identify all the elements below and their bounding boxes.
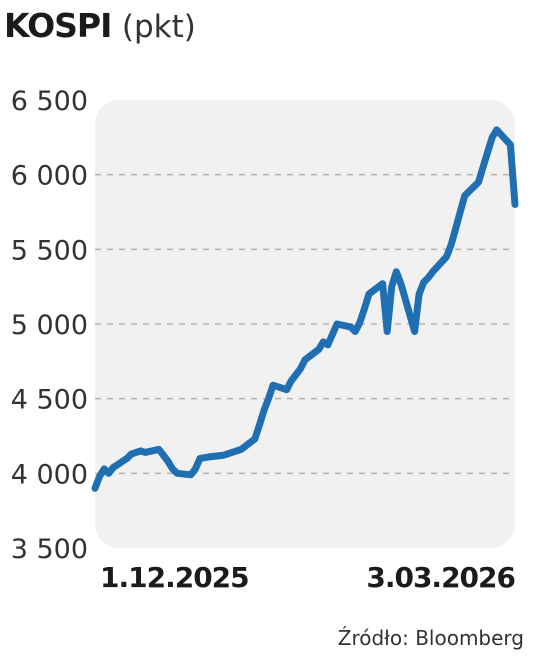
- x-axis-labels: 1.12.2025 3.03.2026: [100, 561, 516, 594]
- y-tick-label: 6 500: [11, 86, 88, 117]
- y-tick-label: 4 000: [11, 459, 88, 490]
- series-group: [91, 126, 519, 492]
- chart-title: KOSPI (pkt): [4, 6, 196, 45]
- x-tick-label: 3.03.2026: [366, 561, 515, 594]
- y-tick-label: 3 500: [11, 534, 88, 565]
- y-tick-label: 5 000: [11, 310, 88, 341]
- x-tick-label: 1.12.2025: [100, 561, 249, 594]
- y-tick-label: 4 500: [11, 385, 88, 416]
- grid-lines: [95, 173, 515, 475]
- y-axis-labels: 3 500 4 000 4 500 5 000 5 500 6 000 6 500: [11, 86, 88, 565]
- title-text: KOSPI: [4, 6, 112, 45]
- y-tick-label: 5 500: [11, 235, 88, 266]
- y-tick-label: 6 000: [11, 161, 88, 192]
- unit-text: (pkt): [121, 9, 196, 45]
- source-note: Źródło: Bloomberg: [337, 626, 524, 650]
- series-line: [91, 126, 519, 492]
